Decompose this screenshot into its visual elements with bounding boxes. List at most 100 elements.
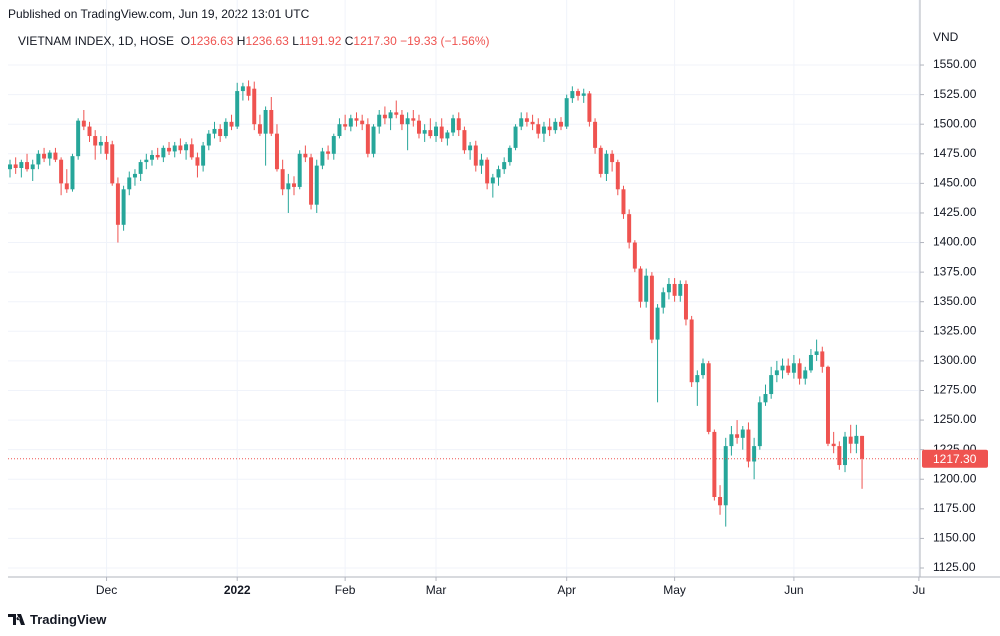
candle-body <box>326 151 331 154</box>
candle-body <box>127 177 132 190</box>
candle-body <box>666 283 671 293</box>
y-tick-label: 1125.00 <box>933 560 976 574</box>
x-tick-label: Ju <box>913 583 926 597</box>
candle-body <box>167 147 172 152</box>
candle-body <box>411 118 416 121</box>
candle-body <box>87 126 92 137</box>
h-value: 1236.63 <box>245 34 289 48</box>
candle-body <box>19 162 24 168</box>
candle-body <box>530 121 535 125</box>
candle-body <box>462 130 467 151</box>
candle-body <box>64 183 69 190</box>
candle-body <box>246 86 251 96</box>
candle-body <box>632 242 637 269</box>
y-tick-label: 1500.00 <box>933 116 977 130</box>
candle-body <box>257 124 262 134</box>
candle-body <box>189 144 194 158</box>
candle-body <box>195 157 200 166</box>
candle-body <box>240 86 245 92</box>
candle-body <box>132 173 137 178</box>
candle-body <box>564 98 569 127</box>
candle-body <box>490 177 495 184</box>
candle-body <box>740 429 745 438</box>
candle-body <box>468 145 473 151</box>
y-tick-label: 1425.00 <box>933 205 977 219</box>
y-tick-label: 1375.00 <box>933 264 977 278</box>
candle-body <box>292 183 296 187</box>
candle-body <box>479 159 484 166</box>
candle-body <box>365 124 370 154</box>
candle-body <box>428 130 433 137</box>
candle-body <box>604 153 609 174</box>
candle-body <box>343 124 348 127</box>
x-tick-label: Apr <box>557 583 576 597</box>
h-label: H <box>236 34 246 48</box>
candle-body <box>712 431 717 497</box>
candle-body <box>808 354 813 371</box>
candle-body <box>769 375 774 395</box>
candle-body <box>314 165 319 205</box>
candle-body <box>729 434 734 447</box>
candle-body <box>519 118 524 127</box>
candle-body <box>860 435 865 459</box>
x-tick-label: Jun <box>784 583 803 597</box>
x-tick-label: May <box>663 583 686 597</box>
candle-body <box>155 154 160 158</box>
candle-body <box>451 118 456 133</box>
candle-body <box>649 275 654 340</box>
symbol: VIETNAM INDEX, 1D, HOSE <box>18 34 175 48</box>
candle-body <box>763 394 768 403</box>
candle-body <box>320 151 325 166</box>
candle-body <box>559 121 563 127</box>
candle-body <box>59 159 64 184</box>
o-label: O <box>180 34 191 48</box>
candle-body <box>47 152 52 159</box>
candle-body <box>184 144 189 151</box>
candle-body <box>371 126 376 154</box>
candle-body <box>746 429 751 462</box>
candle-body <box>536 124 541 134</box>
candle-body <box>53 152 58 160</box>
candle-body <box>695 375 700 383</box>
candle-body <box>661 292 666 308</box>
candle-body <box>399 114 404 125</box>
candle-body <box>337 124 342 137</box>
y-tick-label: 1350.00 <box>933 294 977 308</box>
l-value: 1191.92 <box>298 34 342 48</box>
candle-body <box>780 365 785 371</box>
y-tick-label: 1525.00 <box>933 87 977 101</box>
candle-body <box>377 114 382 127</box>
last-price-tag <box>922 449 988 468</box>
candle-body <box>791 363 796 373</box>
candle-body <box>98 141 103 146</box>
candle-body <box>752 446 757 462</box>
candle-body <box>757 402 762 447</box>
y-unit: VND <box>933 30 959 44</box>
candle-body <box>434 126 439 137</box>
y-tick-label: 1325.00 <box>933 323 977 337</box>
candle-body <box>786 365 791 373</box>
candle-body <box>843 436 848 466</box>
y-tick-label: 1550.00 <box>933 57 977 71</box>
y-tick-label: 1250.00 <box>933 412 977 426</box>
candle-body <box>81 120 86 127</box>
candle-body <box>621 189 626 215</box>
x-tick-label: 2022 <box>224 583 251 597</box>
candle-body <box>93 136 98 146</box>
candle-body <box>8 164 12 170</box>
candle-body <box>138 162 143 174</box>
logo <box>8 614 25 625</box>
y-tick-label: 1475.00 <box>933 146 977 160</box>
candle-body <box>576 91 581 96</box>
c-value: 1217.30 <box>353 34 397 48</box>
o-value: 1236.63 <box>190 34 234 48</box>
candle-body <box>825 366 830 444</box>
candle-body <box>104 141 109 154</box>
candle-body <box>723 446 728 506</box>
candle-body <box>638 268 643 302</box>
y-tick-label: 1450.00 <box>933 176 977 190</box>
ohlc-legend: VIETNAM INDEX, 1D, HOSE O 1236.63 H 1236.6… <box>18 34 490 48</box>
candle-body <box>405 118 410 125</box>
